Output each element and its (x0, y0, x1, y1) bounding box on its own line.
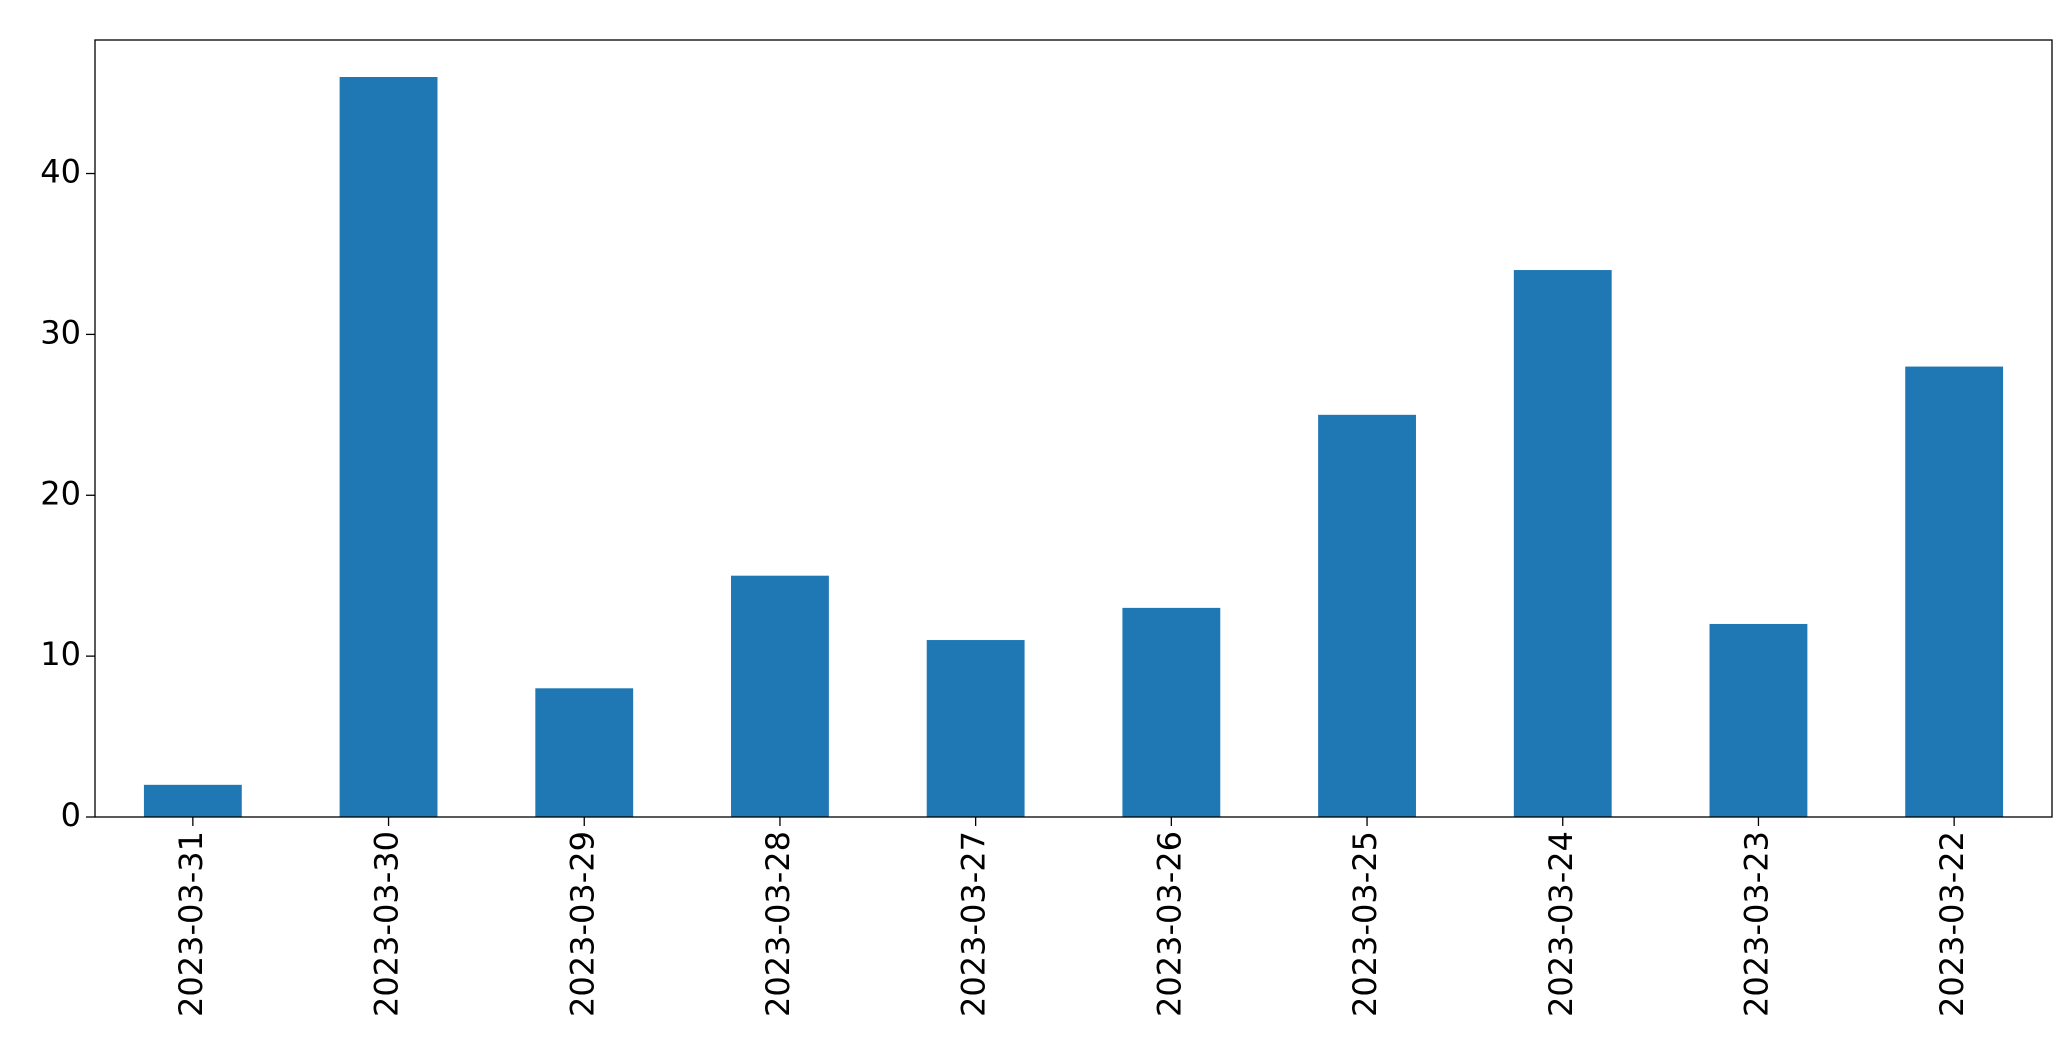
bar (1122, 607, 1221, 817)
bar (143, 784, 242, 817)
y-tick-label: 0 (61, 796, 81, 834)
bar (1318, 414, 1416, 817)
x-tick-label: 2023-03-31 (172, 831, 210, 1017)
x-tick-label: 2023-03-23 (1737, 831, 1775, 1017)
bar (1709, 623, 1808, 817)
y-tick-label: 10 (40, 635, 81, 673)
y-tick-label: 40 (40, 153, 81, 191)
bar (731, 575, 829, 817)
bar (1513, 270, 1612, 818)
x-tick-label: 2023-03-27 (955, 831, 993, 1017)
x-tick-label: 2023-03-24 (1542, 831, 1580, 1017)
bar (535, 688, 634, 817)
bar (1905, 366, 2004, 817)
x-tick-label: 2023-03-28 (759, 831, 797, 1017)
y-tick-label: 30 (40, 313, 81, 351)
x-tick-label: 2023-03-25 (1346, 831, 1384, 1017)
y-tick-label: 20 (40, 474, 81, 512)
x-tick-label: 2023-03-30 (368, 831, 406, 1017)
bar (926, 640, 1025, 817)
plot-frame (94, 39, 2053, 818)
x-tick-label: 2023-03-29 (563, 831, 601, 1017)
x-tick-label: 2023-03-22 (1933, 831, 1971, 1017)
x-tick-label: 2023-03-26 (1150, 831, 1188, 1017)
bar (339, 77, 438, 817)
